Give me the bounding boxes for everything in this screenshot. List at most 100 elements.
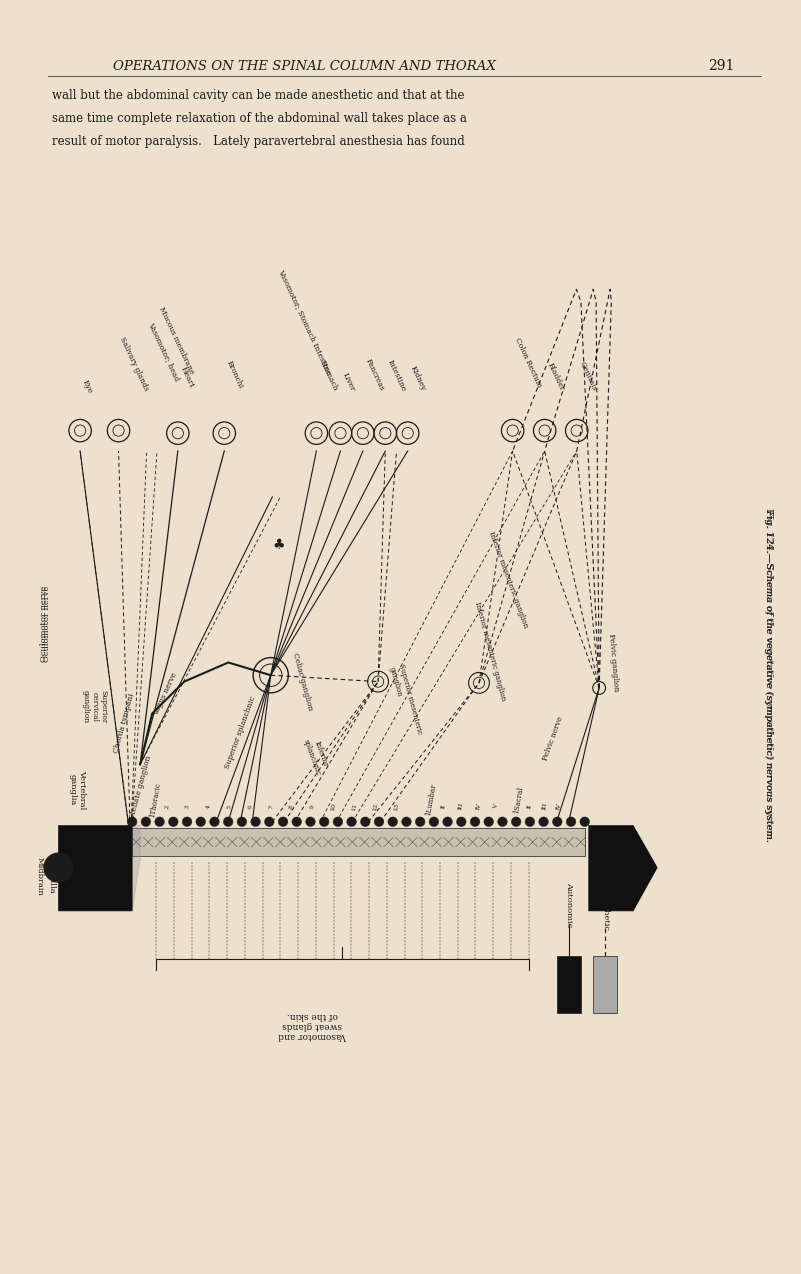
Circle shape [539, 817, 549, 827]
Text: Autonomic: Autonomic [565, 882, 573, 927]
Text: Midbrain: Midbrain [36, 857, 44, 896]
Circle shape [264, 817, 274, 827]
Text: Genitals: Genitals [578, 361, 598, 392]
Text: Fig. 124.—Schema of the vegetative (sympathetic) nervous system.: Fig. 124.—Schema of the vegetative (symp… [764, 508, 774, 842]
Text: III: III [541, 803, 548, 810]
Text: Inferior
splanchnic: Inferior splanchnic [302, 735, 331, 776]
Text: 7: 7 [268, 804, 274, 809]
Text: 3: 3 [185, 804, 191, 809]
Text: 13: 13 [393, 803, 400, 810]
Circle shape [497, 817, 507, 827]
Text: Medulla: Medulla [47, 859, 55, 894]
Text: IV: IV [476, 803, 482, 810]
Text: Inferior mesenteric ganglion: Inferior mesenteric ganglion [473, 600, 507, 702]
Circle shape [196, 817, 206, 827]
Text: 9: 9 [310, 804, 316, 809]
Text: Salivary glands: Salivary glands [118, 336, 150, 392]
Text: Eye: Eye [80, 378, 94, 395]
Bar [557, 956, 581, 1013]
Text: Intestine: Intestine [386, 358, 408, 392]
Polygon shape [633, 826, 657, 911]
Text: Oculomotor nerve: Oculomotor nerve [40, 586, 48, 662]
Text: 11: 11 [352, 803, 358, 810]
Circle shape [401, 817, 411, 827]
Circle shape [525, 817, 535, 827]
Text: 1Thoracic: 1Thoracic [148, 782, 163, 818]
Circle shape [360, 817, 370, 827]
Text: 6: 6 [248, 804, 253, 809]
Text: OPERATIONS ON THE SPINAL COLUMN AND THORAX: OPERATIONS ON THE SPINAL COLUMN AND THOR… [113, 60, 496, 73]
Text: 12: 12 [372, 803, 379, 810]
Text: Vagus nerve: Vagus nerve [152, 671, 179, 717]
FancyBboxPatch shape [58, 826, 132, 911]
Text: 1Sacral: 1Sacral [513, 786, 525, 814]
Text: Heart: Heart [179, 366, 195, 389]
Polygon shape [132, 826, 140, 911]
FancyBboxPatch shape [589, 826, 633, 911]
Text: Liver: Liver [341, 371, 356, 392]
Circle shape [168, 817, 178, 827]
Circle shape [292, 817, 301, 827]
Text: Bronchi: Bronchi [225, 359, 245, 390]
Text: Chorda tympani: Chorda tympani [112, 693, 136, 754]
Circle shape [484, 817, 493, 827]
Text: Celiac ganglion: Celiac ganglion [291, 652, 314, 711]
Text: Kidney: Kidney [409, 364, 427, 392]
Circle shape [429, 817, 439, 827]
Text: Superior mesenteric
ganglion: Superior mesenteric ganglion [388, 664, 423, 738]
Text: V: V [493, 804, 499, 809]
Circle shape [580, 817, 590, 827]
Bar [593, 956, 617, 1013]
Text: Cervical cord: Cervical cord [59, 848, 67, 905]
Circle shape [566, 817, 576, 827]
Text: 5: 5 [227, 804, 232, 809]
Text: Inferior mesenteric ganglion: Inferior mesenteric ganglion [488, 530, 529, 629]
Text: ♣: ♣ [272, 539, 285, 552]
Circle shape [443, 817, 453, 827]
Text: Superior splanchnic: Superior splanchnic [223, 696, 257, 769]
Text: Vasomotor and
sweat glands
of the skin.: Vasomotor and sweat glands of the skin. [278, 1010, 347, 1041]
Circle shape [210, 817, 219, 827]
Circle shape [182, 817, 191, 827]
Circle shape [553, 817, 562, 827]
Circle shape [333, 817, 343, 827]
Text: 4: 4 [206, 804, 211, 809]
Text: Vertebral
ganglia: Vertebral ganglia [69, 771, 87, 809]
Text: Mucous membrane: Mucous membrane [157, 306, 195, 376]
Text: Pelvic ganglion: Pelvic ganglion [607, 633, 620, 692]
Circle shape [457, 817, 466, 827]
Text: wall but the abdominal cavity can be made anesthetic and that at the: wall but the abdominal cavity can be mad… [52, 89, 465, 102]
Text: 291: 291 [708, 60, 734, 73]
Circle shape [416, 817, 425, 827]
Circle shape [251, 817, 260, 827]
Circle shape [278, 817, 288, 827]
Text: Superior
cervical
ganglion: Superior cervical ganglion [82, 691, 107, 724]
Text: Oculomotor nerve: Oculomotor nerve [43, 586, 51, 662]
Text: Vasomotor; Stomach Intestine: Vasomotor; Stomach Intestine [276, 268, 332, 376]
Circle shape [347, 817, 356, 827]
Text: Bladder: Bladder [545, 362, 566, 392]
Text: result of motor paralysis.   Lately paravertebral anesthesia has found: result of motor paralysis. Lately parave… [52, 135, 465, 148]
Text: 1Lumbar: 1Lumbar [425, 784, 438, 817]
Circle shape [223, 817, 233, 827]
Circle shape [44, 854, 73, 882]
Bar [132, 828, 585, 856]
Circle shape [306, 817, 316, 827]
Text: IV: IV [556, 803, 562, 810]
Circle shape [470, 817, 480, 827]
Circle shape [141, 817, 151, 827]
Text: Pancreas: Pancreas [364, 358, 385, 392]
Text: Sympathetic: Sympathetic [601, 878, 609, 931]
Circle shape [155, 817, 164, 827]
Text: II: II [527, 804, 533, 809]
Text: same time complete relaxation of the abdominal wall takes place as a: same time complete relaxation of the abd… [52, 112, 467, 125]
Circle shape [237, 817, 247, 827]
Text: Vasomotor; head: Vasomotor; head [147, 321, 181, 382]
Text: II: II [441, 804, 446, 809]
Text: 2: 2 [164, 804, 170, 809]
Text: 8: 8 [289, 804, 295, 809]
Text: Colon Rectum: Colon Rectum [513, 336, 544, 389]
Circle shape [320, 817, 329, 827]
Text: 10: 10 [331, 803, 337, 810]
Text: Pelvic nerve: Pelvic nerve [541, 716, 565, 762]
